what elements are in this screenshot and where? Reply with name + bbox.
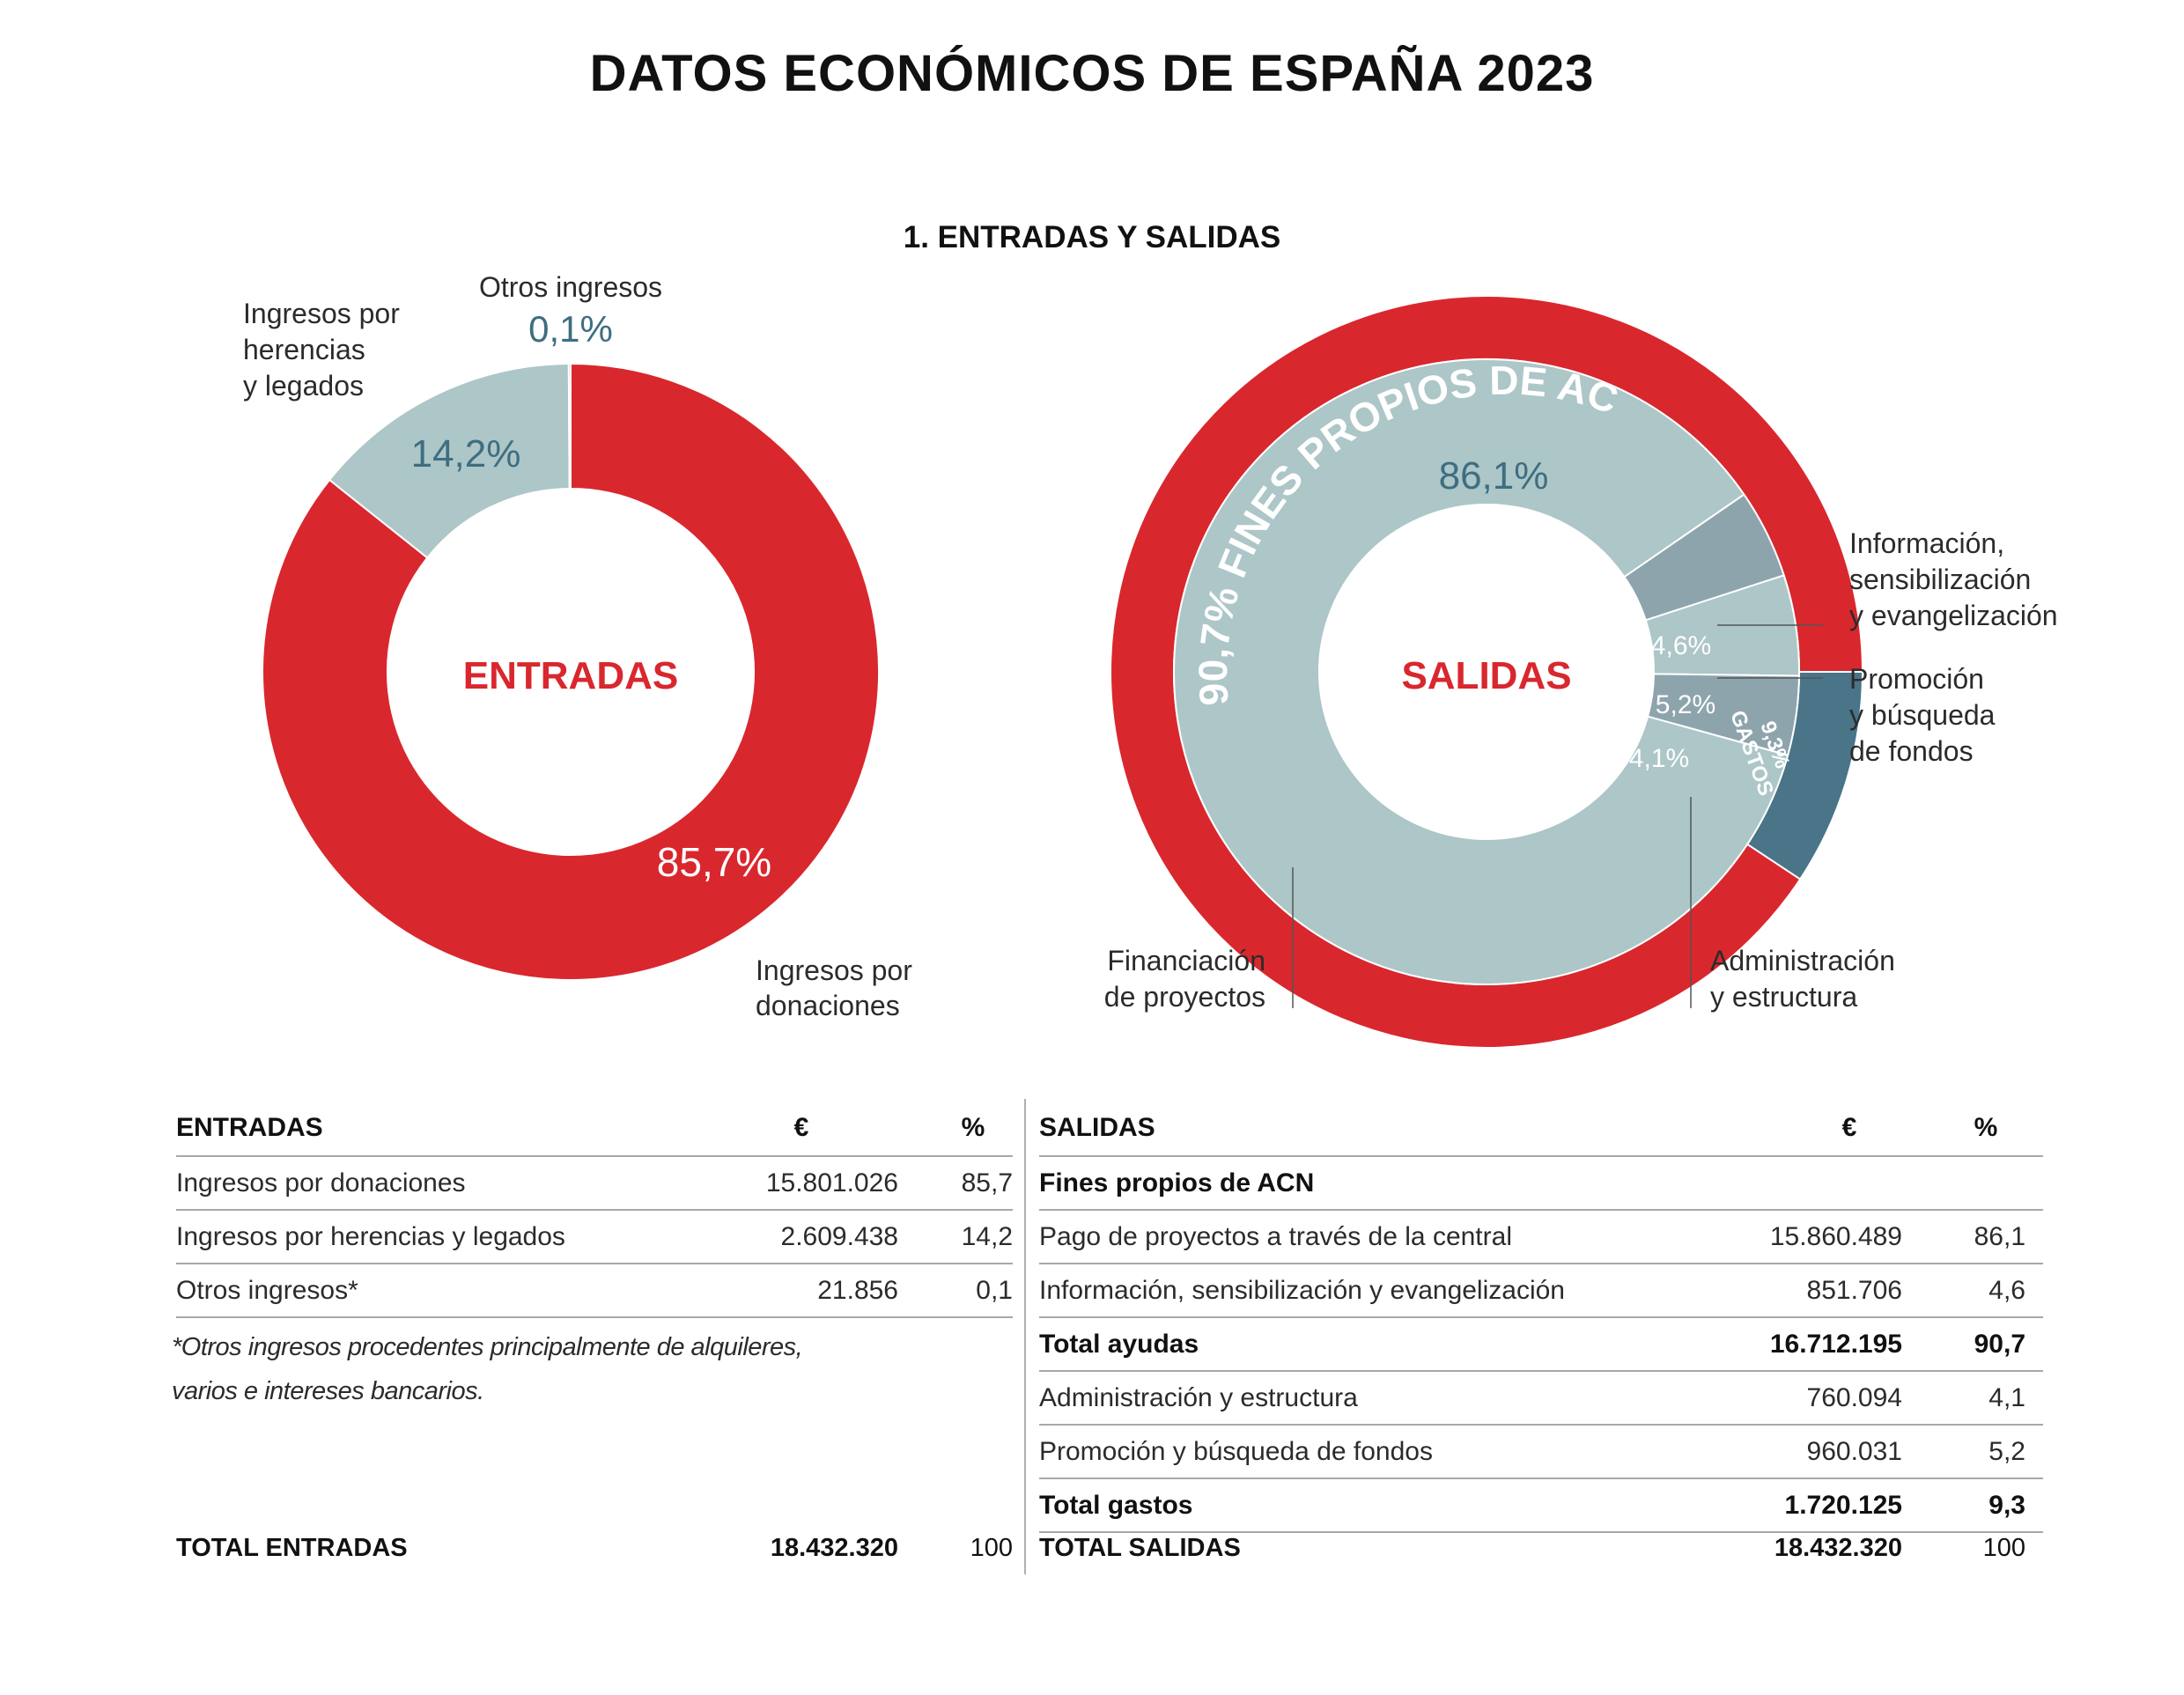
inner-label-promocion: 5,2% (1656, 690, 1715, 719)
total-entradas-euro: 18.432.320 (770, 1534, 898, 1562)
cell-euro: 15.801.026 (705, 1156, 898, 1211)
annotation-herencias-2: herencias (243, 334, 365, 365)
salidas-inner-slice-3 (1623, 493, 1785, 622)
entradas-slice-1 (328, 363, 571, 559)
annotation-financiacion-2: de proyectos (1104, 981, 1265, 1013)
annotation-donaciones-1: Ingresos por (756, 954, 912, 986)
cell-pct: 5,2 (1902, 1425, 2025, 1479)
salidas-donut (1110, 295, 1864, 1049)
entradas-header-label: ENTRADAS (176, 1101, 705, 1157)
cell-euro: 21.856 (705, 1264, 898, 1318)
annotation-informacion-2: sensibilización (1849, 564, 2031, 595)
salidas-header-label: SALIDAS (1039, 1101, 1708, 1157)
slice-label-otros: 0,1% (528, 308, 613, 350)
entradas-slice-2 (567, 362, 572, 490)
inner-label-informacion: 4,6% (1651, 631, 1711, 660)
annotation-informacion-3: y evangelización (1849, 600, 2058, 631)
cell-label: Total ayudas (1039, 1317, 1708, 1372)
annotation-herencias-3: y legados (243, 370, 364, 402)
cell-pct: 14,2 (898, 1210, 1013, 1264)
salidas-header-euro: € (1708, 1101, 1902, 1157)
annotation-herencias-1: Ingresos por (243, 298, 400, 329)
cell-euro: 851.706 (1708, 1264, 1902, 1318)
cell-euro: 2.609.438 (705, 1210, 898, 1264)
cell-label: Ingresos por donaciones (176, 1156, 705, 1211)
total-entradas-pct: 100 (970, 1534, 1013, 1562)
annotation-otros: Otros ingresos (479, 271, 662, 303)
inner-label-administracion: 4,1% (1629, 744, 1689, 773)
table-row: Promoción y búsqueda de fondos 960.031 5… (1039, 1425, 2043, 1479)
entradas-donut (262, 362, 880, 981)
annotation-informacion-1: Información, (1849, 527, 2004, 559)
cell-label: Administración y estructura (1039, 1371, 1708, 1426)
cell-pct: 4,1 (1902, 1371, 2025, 1426)
cell-euro: 1.720.125 (1708, 1478, 1902, 1533)
annotation-financiacion-1: Financiación (1107, 945, 1265, 976)
cell-euro: 15.860.489 (1708, 1210, 1902, 1264)
table-row: Pago de proyectos a través de la central… (1039, 1210, 2043, 1264)
cell-label: Total gastos (1039, 1478, 1708, 1533)
cell-label: Ingresos por herencias y legados (176, 1210, 705, 1264)
cell-label: Otros ingresos* (176, 1264, 705, 1318)
table-row: Administración y estructura 760.094 4,1 (1039, 1371, 2043, 1426)
total-entradas-label: TOTAL ENTRADAS (176, 1534, 408, 1562)
total-salidas-euro: 18.432.320 (1774, 1534, 1902, 1562)
cell-pct: 90,7 (1902, 1317, 2025, 1372)
charts-canvas: ENTRADAS 85,7% 14,2% 0,1% Otros ingresos… (243, 271, 2058, 1049)
cell-euro: 16.712.195 (1708, 1317, 1902, 1372)
table-group-row: Fines propios de ACN (1039, 1156, 2043, 1211)
inner-label-financiacion: 86,1% (1439, 454, 1549, 497)
cell-pct: 4,6 (1902, 1264, 2025, 1318)
slice-label-herencias: 14,2% (411, 432, 521, 475)
cell-label: Promoción y búsqueda de fondos (1039, 1425, 1708, 1479)
salidas-table: SALIDAS € % Fines propios de ACN Pago de… (1039, 1101, 2043, 1533)
cell-euro: 760.094 (1708, 1371, 1902, 1426)
cell-label: Pago de proyectos a través de la central (1039, 1210, 1708, 1264)
total-salidas-label: TOTAL SALIDAS (1039, 1534, 1241, 1562)
entradas-table: ENTRADAS € % Ingresos por donaciones 15.… (176, 1101, 1013, 1318)
annotation-promocion-2: y búsqueda (1849, 699, 1996, 731)
section-title: 1. ENTRADAS Y SALIDAS (903, 220, 1281, 254)
cell-group: Fines propios de ACN (1039, 1156, 1708, 1211)
table-row: Otros ingresos* 21.856 0,1 (176, 1264, 1013, 1318)
table-row: Ingresos por herencias y legados 2.609.4… (176, 1210, 1013, 1264)
table-subtotal-row: Total ayudas 16.712.195 90,7 (1039, 1317, 2043, 1372)
cell-pct: 9,3 (1902, 1478, 2025, 1533)
salidas-center-label: SALIDAS (1401, 654, 1571, 697)
entradas-center-label: ENTRADAS (463, 654, 678, 697)
entradas-slice-0 (262, 362, 880, 981)
table-row: Ingresos por donaciones 15.801.026 85,7 (176, 1156, 1013, 1211)
salidas-header-pct: % (1902, 1101, 2025, 1157)
salidas-inner-slice-2 (1173, 358, 1789, 985)
table-divider (1024, 1099, 1026, 1574)
cell-pct: 0,1 (898, 1264, 1013, 1318)
total-salidas-pct: 100 (1982, 1534, 2025, 1562)
entradas-header-euro: € (705, 1101, 898, 1157)
annotation-donaciones-2: donaciones (756, 990, 900, 1021)
cell-pct: 86,1 (1902, 1210, 2025, 1264)
cell-pct: 85,7 (898, 1156, 1013, 1211)
cell-label: Información, sensibilización y evangeliz… (1039, 1264, 1708, 1318)
page-title: DATOS ECONÓMICOS DE ESPAÑA 2023 (589, 45, 1595, 102)
table-subtotal-row: Total gastos 1.720.125 9,3 (1039, 1478, 2043, 1533)
slice-label-donaciones: 85,7% (657, 839, 771, 885)
cell-euro: 960.031 (1708, 1425, 1902, 1479)
entradas-header-pct: % (898, 1101, 1013, 1157)
annotation-promocion-3: de fondos (1849, 735, 1974, 767)
annotation-promocion-1: Promoción (1849, 663, 1984, 695)
entradas-footnote: *Otros ingresos procedentes principalmen… (172, 1333, 803, 1405)
annotation-administracion-2: y estructura (1710, 981, 1857, 1013)
table-row: Información, sensibilización y evangeliz… (1039, 1264, 2043, 1318)
annotation-administracion-1: Administración (1710, 945, 1895, 976)
